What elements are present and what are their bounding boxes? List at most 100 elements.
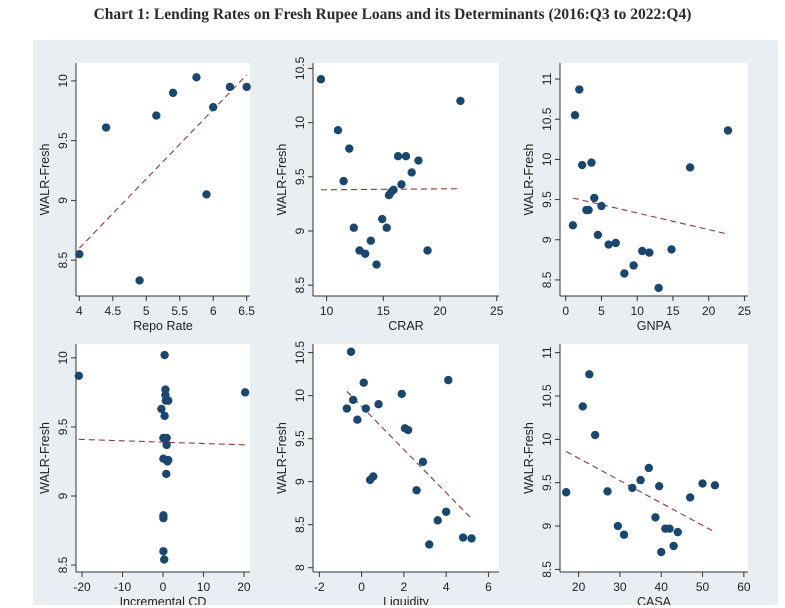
chart-4-data-point	[164, 396, 173, 405]
chart-4-x-tick-label: 0	[160, 580, 167, 594]
chart-5-x-tick-label: 2	[401, 580, 408, 594]
chart-3-x-axis-title: GNPA	[637, 319, 672, 333]
chart-6-data-point	[561, 488, 571, 497]
chart-5-y-tick-label: 9	[293, 478, 307, 485]
chart-4-y-tick-label: 8.5	[56, 556, 70, 573]
chart-2-data-point	[423, 246, 432, 255]
chart-1-data-point	[168, 88, 178, 98]
chart-3-data-point	[723, 126, 733, 135]
chart-3-data-point	[667, 245, 676, 254]
chart-6-data-point	[578, 402, 587, 411]
chart-6-plot-area	[560, 344, 748, 572]
chart-2-data-point	[393, 152, 403, 161]
chart-6-data-point	[603, 487, 612, 496]
chart-6-data-point	[669, 541, 678, 551]
chart-3-fit-line	[572, 197, 729, 235]
chart-1-x-tick-label: 6.5	[238, 304, 255, 318]
chart-1-plot-area	[76, 63, 250, 296]
chart-1-x-axis-title: Repo Rate	[133, 319, 193, 333]
chart-3-x-tick-label: 20	[702, 304, 716, 318]
chart-6-x-tick-label: 30	[613, 580, 627, 594]
chart-3-x-tick-label: 0	[562, 304, 569, 318]
chart-1-x-tick-label: 5	[143, 304, 150, 318]
chart-2-data-point	[389, 185, 398, 194]
chart-4-x-axis-title: Incremental CD	[120, 595, 207, 605]
chart-4-y-tick-label: 9.5	[56, 418, 70, 435]
chart-5-y-tick-label: 8.5	[293, 516, 307, 533]
chart-6-y-tick-label: 9.5	[540, 474, 554, 491]
chart-4-x-tick-label: -10	[114, 580, 132, 594]
chart-3-group: 0 5 10 15 20 25 8.5 9 9.5 10 10.5 11 GNPA WALR-Fresh	[522, 63, 751, 333]
chart-6-y-tick-label: 10	[540, 432, 554, 446]
chart-5-y-tick-label: 10.5	[293, 341, 307, 365]
chart-3-data-point	[577, 160, 587, 170]
chart-5-data-point	[353, 415, 362, 424]
chart-5-data-point	[342, 404, 352, 413]
chart-5-data-point	[441, 507, 451, 516]
chart-5-data-point	[359, 378, 368, 387]
chart-3-x-tick-label: 10	[631, 304, 645, 318]
chart-3-y-tick-label: 10.5	[540, 107, 554, 131]
chart-1-x-tick-label: 5.5	[171, 304, 188, 318]
chart-6-data-point	[636, 475, 645, 485]
chart-1-data-point	[75, 249, 84, 259]
chart-3-y-tick-label: 8.5	[540, 271, 554, 288]
chart-3-y-tick-label: 10	[540, 152, 554, 166]
chart-1-fit-line	[78, 74, 248, 249]
chart-3-data-point	[575, 85, 584, 94]
chart-1-y-tick-label: 9.5	[56, 132, 70, 149]
chart-4-x-tick-label: 10	[197, 580, 211, 594]
chart-2-group: 10 15 20 25 8.5 9 9.5 10 10.5 CRAR WALR-Fresh	[275, 56, 504, 333]
chart-2-data-point	[407, 168, 416, 177]
chart-6-data-point	[698, 479, 707, 488]
chart-5-data-point	[467, 534, 476, 543]
chart-6-y-tick-label: 10.5	[540, 384, 554, 408]
chart-6-data-point	[590, 430, 600, 440]
chart-5-data-point	[425, 540, 434, 549]
chart-6-x-tick-label: 20	[572, 580, 586, 594]
chart-5-x-axis-title: Liquidity	[383, 595, 430, 605]
chart-6-data-point	[654, 481, 664, 491]
chart-1-data-point	[135, 276, 144, 285]
chart-5-data-point	[412, 486, 421, 495]
chart-3-x-tick-label: 25	[738, 304, 752, 318]
chart-1-group: 4 4.5 5 5.5 6 6.5 8.5 9 9.5 10 Repo Rate WALR-Fresh	[38, 63, 255, 333]
chart-3-data-point	[604, 240, 613, 249]
chart-3-data-point	[570, 111, 580, 120]
chart-1-y-tick-label: 9	[56, 197, 70, 204]
chart-5-y-tick-label: 9.5	[293, 430, 307, 447]
chart-1-x-tick-label: 4	[76, 304, 83, 318]
chart-3-x-tick-label: 5	[598, 304, 605, 318]
chart-4-y-axis-title: WALR-Fresh	[38, 422, 52, 494]
chart-5-x-tick-label: -2	[314, 580, 325, 594]
chart-3-data-point	[568, 221, 578, 230]
chart-3-data-point	[597, 201, 606, 211]
chart-1-x-tick-label: 4.5	[104, 304, 121, 318]
chart-5-data-point	[397, 389, 406, 399]
chart-6-x-tick-label: 50	[696, 580, 710, 594]
chart-5-data-point	[418, 457, 428, 467]
chart-1-data-point	[152, 111, 161, 120]
chart-5-data-point	[403, 425, 413, 435]
chart-5-group: -2 0 2 4 6 8 8.5 9 9.5 10 10.5 Liquidity WALR-Fresh	[275, 341, 499, 605]
chart-4-data-point	[159, 547, 168, 556]
chart-3-data-point	[645, 248, 654, 257]
chart-6-data-point	[644, 463, 654, 473]
chart-4-x-tick-label: -20	[73, 580, 91, 594]
chart-6-data-point	[657, 547, 666, 557]
chart-3-y-tick-label: 9.5	[540, 191, 554, 208]
chart-5-x-tick-label: 6	[485, 580, 492, 594]
chart-5-data-point	[374, 400, 383, 409]
chart-6-data-point	[619, 530, 629, 539]
chart-4-y-tick-label: 9	[56, 492, 70, 499]
chart-3-data-point	[611, 238, 620, 248]
chart-6-data-point	[710, 481, 720, 490]
chart-4-data-point	[160, 555, 169, 564]
chart-2-x-tick-label: 10	[320, 304, 334, 318]
chart-2-y-tick-label: 8.5	[293, 276, 307, 293]
chart-3-data-point	[629, 261, 638, 270]
chart-6-data-point	[685, 493, 695, 502]
chart-2-data-point	[414, 156, 423, 165]
chart-2-x-tick-label: 20	[433, 304, 447, 318]
